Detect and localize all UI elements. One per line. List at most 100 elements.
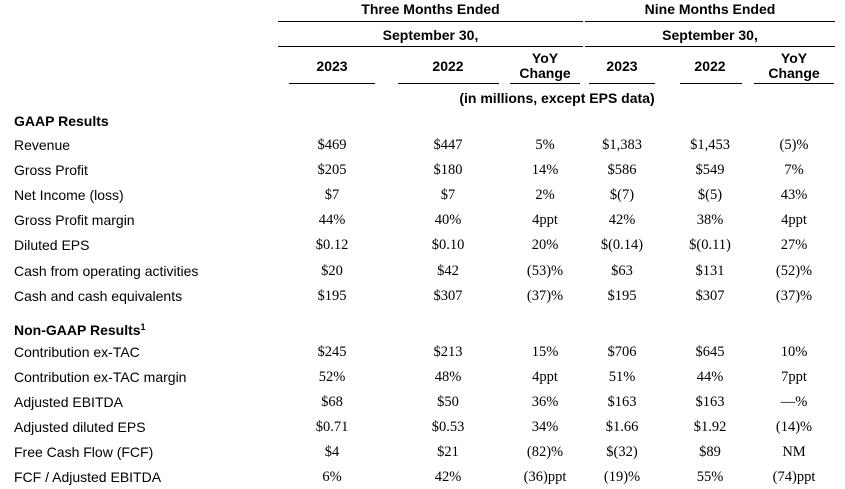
- col-yoy-ytd-cell: (5)%: [779, 137, 809, 153]
- col-2023-q-cell: 52%: [318, 369, 346, 385]
- col-yoy-q-cell: 20%: [531, 237, 559, 253]
- col-2023-ytd-header: 2023: [606, 58, 638, 74]
- row-label: Gross Profit: [14, 162, 88, 178]
- col-yoy-ytd-cell: 27%: [780, 237, 808, 253]
- col-2022-q-cell: 48%: [434, 369, 462, 385]
- row-label: Net Income (loss): [14, 187, 124, 203]
- row-label: Diluted EPS: [14, 237, 90, 253]
- col-2022-q-cell: $447: [433, 137, 463, 153]
- col-yoy-q-cell: 34%: [531, 419, 559, 435]
- col-yoy-q-cell: (36)ppt: [523, 469, 567, 485]
- col-yoy-q-cell: (82)%: [526, 444, 564, 460]
- col-2023-ytd-cell: $586: [607, 162, 637, 178]
- col-2023-q-cell: $245: [317, 344, 347, 360]
- col-yoy-ytd-cell: —%: [780, 394, 808, 410]
- three-months-period-rule: [278, 46, 583, 47]
- col-2023-ytd-cell: $(7): [609, 187, 635, 203]
- col-yoy-ytd-rule: [754, 83, 834, 84]
- col-yoy-q-cell: (37)%: [526, 288, 564, 304]
- col-2022-ytd-cell: 55%: [696, 469, 724, 485]
- col-2023-q-cell: $20: [321, 263, 343, 279]
- footnote-marker: 1: [140, 322, 146, 332]
- nine-months-header: Nine Months Ended: [644, 1, 776, 17]
- col-2022-q-cell: $307: [433, 288, 463, 304]
- col-yoy-ytd-cell: 43%: [780, 187, 808, 203]
- col-yoy-q-cell: (53)%: [526, 263, 564, 279]
- row-label: Adjusted diluted EPS: [14, 419, 146, 435]
- col-yoy-ytd-cell: NM: [782, 444, 806, 460]
- col-yoy-ytd-cell: (37)%: [775, 288, 813, 304]
- col-2022-q-cell: $7: [440, 187, 456, 203]
- col-2022-ytd-cell: 38%: [696, 212, 724, 228]
- col-2023-q-cell: $0.71: [315, 419, 349, 435]
- col-2022-q-cell: $50: [437, 394, 459, 410]
- col-yoy-ytd-cell: 4ppt: [781, 212, 807, 228]
- col-yoy-ytd-cell: 7ppt: [781, 369, 807, 385]
- col-2023-q-rule: [289, 83, 375, 84]
- col-yoy-q-header: YoY Change: [519, 50, 571, 81]
- three-months-period-end: September 30,: [382, 27, 479, 43]
- row-label: Free Cash Flow (FCF): [14, 444, 154, 460]
- col-2023-ytd-cell: 42%: [608, 212, 636, 228]
- col-2023-q-cell: $205: [317, 162, 347, 178]
- row-label: Contribution ex-TAC margin: [14, 369, 187, 385]
- nine-months-period-end: September 30,: [662, 27, 758, 43]
- non-gaap-results-heading: Non-GAAP Results1: [14, 319, 146, 338]
- col-2022-q-cell: $180: [433, 162, 463, 178]
- col-2022-q-rule: [398, 83, 499, 84]
- col-yoy-q-cell: 2%: [535, 187, 555, 203]
- col-2023-q-cell: 6%: [322, 469, 342, 485]
- col-yoy-q-cell: 15%: [531, 344, 559, 360]
- col-2022-q-header: 2022: [432, 58, 464, 74]
- col-yoy-q-cell: 14%: [531, 162, 559, 178]
- col-2023-ytd-cell: $(0.14): [600, 237, 644, 253]
- three-months-rule: [278, 21, 583, 22]
- col-yoy-ytd-header: YoY Change: [768, 50, 820, 81]
- col-yoy-ytd-cell: (14)%: [775, 419, 813, 435]
- col-2022-ytd-cell: $645: [695, 344, 725, 360]
- section-title: Non-GAAP Results: [14, 322, 141, 338]
- row-label: Revenue: [14, 137, 71, 153]
- col-2022-ytd-cell: $1,453: [690, 137, 730, 153]
- col-2022-ytd-header: 2022: [694, 58, 726, 74]
- col-2023-ytd-cell: $1,383: [602, 137, 642, 153]
- section-title: GAAP Results: [14, 113, 109, 129]
- col-2022-ytd-cell: $307: [695, 288, 725, 304]
- col-yoy-q-rule: [510, 83, 580, 84]
- col-2022-ytd-cell: $549: [695, 162, 725, 178]
- col-2022-q-cell: 42%: [434, 469, 462, 485]
- col-2023-q-cell: $0.12: [315, 237, 349, 253]
- col-2022-q-cell: $0.10: [431, 237, 465, 253]
- col-2023-ytd-cell: $63: [611, 263, 633, 279]
- col-yoy-q-cell: 4ppt: [532, 369, 558, 385]
- col-2022-ytd-cell: $(0.11): [689, 237, 731, 253]
- nine-months-period-rule: [585, 46, 835, 47]
- col-yoy-ytd-cell: (74)ppt: [772, 469, 816, 485]
- col-yoy-q-cell: 4ppt: [532, 212, 558, 228]
- col-yoy-ytd-cell: 7%: [784, 162, 804, 178]
- col-2022-q-cell: 40%: [434, 212, 462, 228]
- three-months-header: Three Months Ended: [361, 1, 500, 17]
- col-2022-ytd-rule: [680, 83, 742, 84]
- col-2023-q-cell: 44%: [318, 212, 346, 228]
- col-2023-q-cell: $195: [317, 288, 347, 304]
- col-2023-q-cell: $7: [324, 187, 340, 203]
- nine-months-rule: [585, 21, 835, 22]
- col-2022-q-cell: $21: [437, 444, 459, 460]
- gaap-results-heading: GAAP Results: [14, 113, 109, 129]
- col-2022-q-cell: $0.53: [431, 419, 465, 435]
- col-2023-ytd-cell: 51%: [608, 369, 636, 385]
- col-2022-ytd-cell: $1.92: [693, 419, 727, 435]
- row-label: Cash from operating activities: [14, 263, 199, 279]
- col-yoy-q-cell: 36%: [531, 394, 559, 410]
- col-yoy-ytd-cell: 10%: [780, 344, 808, 360]
- col-2023-ytd-cell: $195: [607, 288, 637, 304]
- col-2023-ytd-cell: (19)%: [603, 469, 641, 485]
- col-2023-q-header: 2023: [316, 58, 348, 74]
- col-yoy-ytd-cell: (52)%: [775, 263, 813, 279]
- col-2023-ytd-cell: $706: [607, 344, 637, 360]
- row-label: Cash and cash equivalents: [14, 288, 183, 304]
- col-2023-q-cell: $68: [321, 394, 343, 410]
- col-yoy-q-cell: 5%: [535, 137, 555, 153]
- col-2022-q-cell: $42: [437, 263, 459, 279]
